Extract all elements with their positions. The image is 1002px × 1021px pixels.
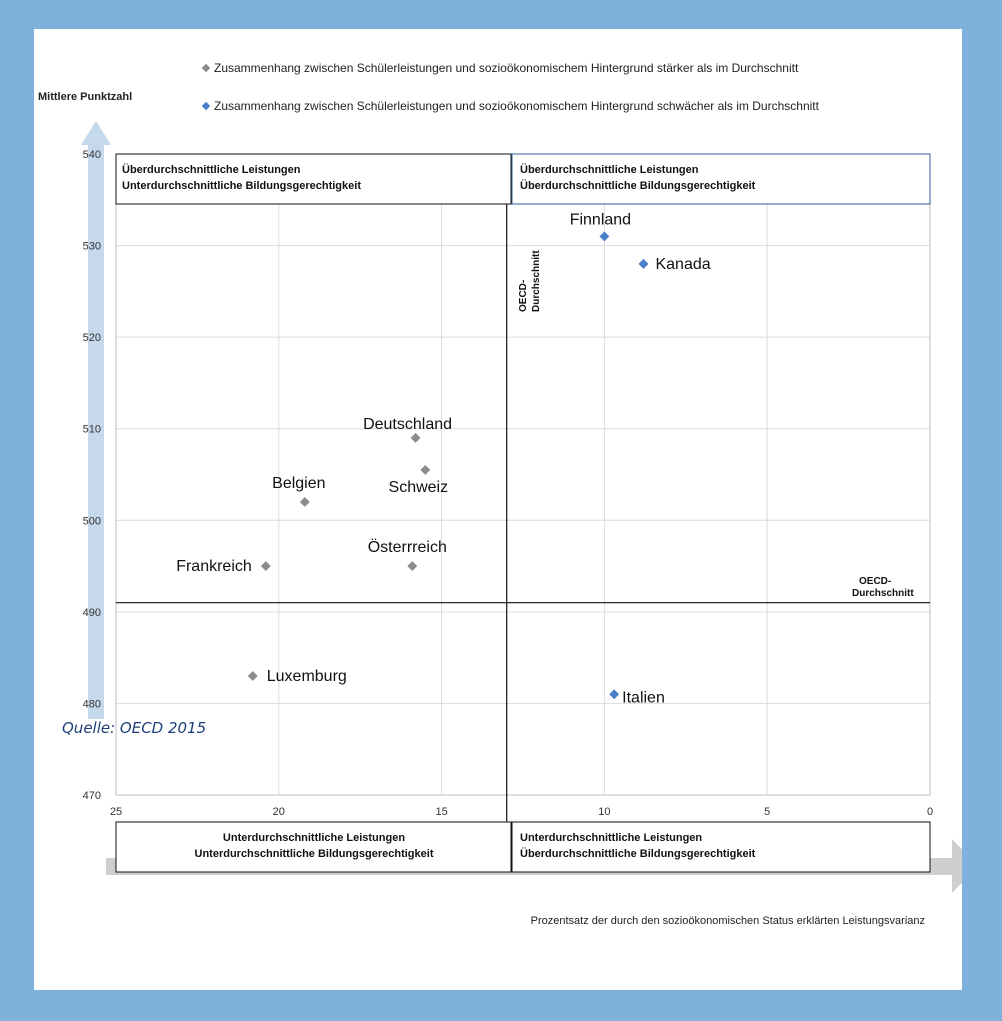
oecd-average-h-line1: OECD- xyxy=(859,576,891,587)
gridlines xyxy=(115,153,931,796)
oecd-average-label-horizontal: OECD- Durchschnitt xyxy=(852,576,914,599)
quadrant-top-left-line2: Unterdurchschnittliche Bildungsgerechtig… xyxy=(122,180,361,192)
oecd-average-v-line2: Durchschnitt xyxy=(531,250,542,312)
x-tick-label: 0 xyxy=(927,806,933,818)
quadrant-bottom-left-line2: Unterdurchschnittliche Bildungsgerechtig… xyxy=(195,848,434,860)
y-tick-label: 530 xyxy=(83,241,101,253)
x-axis-title: Prozentsatz der durch den sozioökonomisc… xyxy=(531,915,925,927)
point-finnland xyxy=(599,231,610,242)
quadrant-top-left: Überdurchschnittliche Leistungen Unterdu… xyxy=(115,153,512,205)
point-italien xyxy=(609,689,620,700)
quadrant-bottom-right: Unterdurchschnittliche Leistungen Überdu… xyxy=(511,821,931,873)
x-tick-label: 5 xyxy=(764,806,770,818)
point-frankreich xyxy=(260,561,271,572)
point-schweiz xyxy=(420,464,431,475)
y-tick-label: 470 xyxy=(83,790,101,802)
y-tick-label: 520 xyxy=(83,332,101,344)
quadrant-bottom-left: Unterdurchschnittliche Leistungen Unterd… xyxy=(115,821,512,873)
y-tick-label: 510 xyxy=(83,424,101,436)
plot-border xyxy=(115,153,931,796)
x-tick-label: 20 xyxy=(273,806,285,818)
point-label-deutschland: Deutschland xyxy=(363,416,452,433)
quadrant-top-right-line1: Überdurchschnittliche Leistungen xyxy=(520,163,699,176)
quadrant-top-left-line1: Überdurchschnittliche Leistungen xyxy=(122,163,301,176)
data-points: Deutschland Schweiz Belgien Frankreich Öster… xyxy=(176,211,711,706)
point-label-finnland: Finnland xyxy=(570,211,631,228)
legend-label-strong: Zusammenhang zwischen Schülerleistungen … xyxy=(214,61,799,75)
quadrant-top-right: Überdurchschnittliche Leistungen Überdur… xyxy=(511,153,931,205)
oecd-average-label-vertical: OECD- Durchschnitt xyxy=(518,250,542,312)
x-tick-label: 25 xyxy=(110,806,122,818)
quadrant-bottom-right-line2: Überdurchschnittliche Bildungsgerechtigk… xyxy=(520,847,756,860)
point-label-frankreich: Frankreich xyxy=(176,558,252,575)
point-label-schweiz: Schweiz xyxy=(389,479,449,496)
point-kanada xyxy=(638,258,649,269)
plot-border-rect xyxy=(115,153,931,796)
y-axis-arrow xyxy=(81,121,111,719)
point-luxemburg xyxy=(247,671,258,681)
point-label-belgien: Belgien xyxy=(272,475,325,492)
quadrant-top-right-line2: Überdurchschnittliche Bildungsgerechtigk… xyxy=(520,179,756,192)
legend-marker-weak xyxy=(201,101,211,111)
x-tick-labels: 25 20 15 10 5 0 xyxy=(110,806,933,818)
y-tick-label: 490 xyxy=(83,607,101,619)
y-tick-labels: 470 480 490 500 510 520 530 540 xyxy=(83,149,101,802)
point-label-italien: Italien xyxy=(622,689,665,706)
oecd-average-lines xyxy=(116,154,930,847)
oecd-average-h-line2: Durchschnitt xyxy=(852,588,914,599)
legend-marker-strong xyxy=(201,63,211,73)
oecd-average-v-line1: OECD- xyxy=(518,280,529,312)
y-tick-label: 500 xyxy=(83,515,101,527)
x-tick-label: 10 xyxy=(598,806,610,818)
legend-label-weak: Zusammenhang zwischen Schülerleistungen … xyxy=(214,99,820,113)
quadrant-bottom-left-line1: Unterdurchschnittliche Leistungen xyxy=(223,832,405,844)
point-belgien xyxy=(299,497,310,507)
point-label-luxemburg: Luxemburg xyxy=(267,668,347,685)
point-deutschland xyxy=(410,432,421,443)
point--sterrreich xyxy=(407,561,418,572)
point-label--sterrreich: Österrreich xyxy=(368,538,447,556)
y-axis-title: Mittlere Punktzahl xyxy=(38,91,132,103)
legend: Zusammenhang zwischen Schülerleistungen … xyxy=(201,61,820,113)
y-tick-label: 480 xyxy=(83,698,101,710)
chart-svg: Zusammenhang zwischen Schülerleistungen … xyxy=(38,61,962,927)
x-tick-label: 15 xyxy=(435,806,447,818)
source-note: Quelle: OECD 2015 xyxy=(62,719,207,737)
quadrant-bottom-right-line1: Unterdurchschnittliche Leistungen xyxy=(520,832,702,844)
point-label-kanada: Kanada xyxy=(655,256,710,273)
chart-frame: Zusammenhang zwischen Schülerleistungen … xyxy=(34,29,962,990)
y-tick-label: 540 xyxy=(83,149,101,161)
